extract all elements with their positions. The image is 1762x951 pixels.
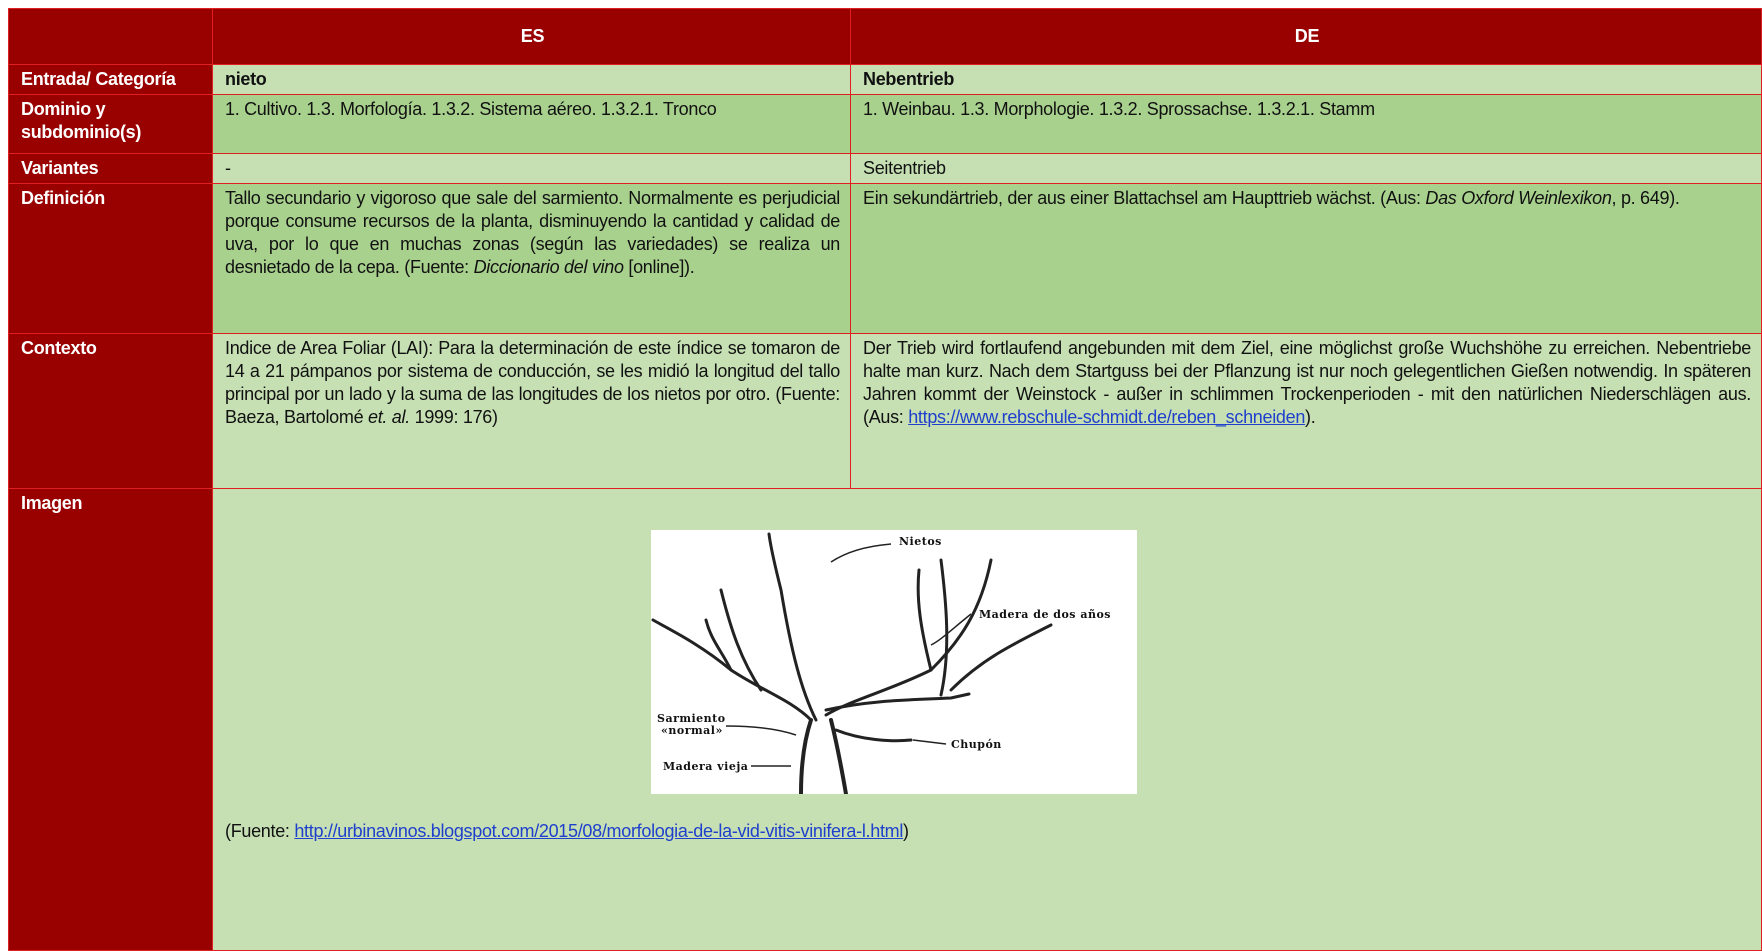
cell-de: Seitentrieb	[850, 153, 1762, 184]
cell-es: nieto	[212, 64, 851, 95]
cell-text: Tallo secundario y vigoroso que sale del…	[225, 188, 840, 277]
source-text: )	[903, 821, 909, 841]
image-label: Madera de dos años	[979, 608, 1111, 621]
cell-text: , p. 649).	[1611, 188, 1680, 208]
row-label: Entrada/ Categoría	[8, 64, 213, 95]
cell-text: Der Trieb wird fortlaufend angebunden mi…	[863, 338, 1751, 427]
source-link[interactable]: http://urbinavinos.blogspot.com/2015/08/…	[294, 821, 904, 841]
image-row: Imagen Nietos Madera de dos años Sarmien…	[8, 488, 1762, 951]
link[interactable]: https://www.rebschule-schmidt.de/reben_s…	[908, 407, 1306, 427]
cell-de: Ein sekundärtrieb, der aus einer Blattac…	[850, 183, 1762, 334]
row-label: Imagen	[8, 488, 213, 951]
image-background	[651, 530, 1137, 794]
cell-de: Nebentrieb	[850, 64, 1762, 95]
cell-text: Indice de Area Foliar (LAI): Para la det…	[225, 338, 840, 427]
row-label: Dominio y subdominio(s)	[8, 94, 213, 154]
term-table: ES DE Entrada/ Categoría nieto Nebentrie…	[8, 8, 1762, 951]
cell-de: Der Trieb wird fortlaufend angebunden mi…	[850, 333, 1762, 489]
header-row: ES DE	[8, 8, 1762, 65]
header-de: DE	[850, 8, 1762, 65]
image-label: Madera vieja	[663, 760, 748, 773]
header-es: ES	[212, 8, 851, 65]
image-cell: Nietos Madera de dos años Sarmiento «nor…	[212, 488, 1762, 951]
cell-text: nieto	[225, 69, 267, 89]
cell-text: Nebentrieb	[863, 69, 955, 89]
image-label: «normal»	[661, 724, 723, 737]
row: Dominio y subdominio(s) 1. Cultivo. 1.3.…	[8, 94, 1762, 154]
cell-text: -	[225, 158, 231, 178]
cell-text: Seitentrieb	[863, 158, 946, 178]
cell-es: Indice de Area Foliar (LAI): Para la det…	[212, 333, 851, 489]
row: Contexto Indice de Area Foliar (LAI): Pa…	[8, 333, 1762, 489]
cell-es: 1. Cultivo. 1.3. Morfología. 1.3.2. Sist…	[212, 94, 851, 154]
row: Entrada/ Categoría nieto Nebentrieb	[8, 64, 1762, 95]
image-source: (Fuente: http://urbinavinos.blogspot.com…	[225, 820, 1751, 843]
cell-es: Tallo secundario y vigoroso que sale del…	[212, 183, 851, 334]
cell-text: Ein sekundärtrieb, der aus einer Blattac…	[863, 188, 1426, 208]
cell-es: -	[212, 153, 851, 184]
cell-italic: et. al.	[367, 407, 410, 427]
cell-de: 1. Weinbau. 1.3. Morphologie. 1.3.2. Spr…	[850, 94, 1762, 154]
vine-drawing	[651, 532, 1053, 794]
corner-cell	[8, 8, 213, 65]
cell-text: 1. Cultivo. 1.3. Morfología. 1.3.2. Sist…	[225, 99, 717, 119]
image-label: Sarmiento	[657, 712, 726, 725]
row-label: Contexto	[8, 333, 213, 489]
label-arrows	[725, 543, 972, 767]
cell-text: ).	[1305, 407, 1316, 427]
image-label: Chupón	[951, 738, 1002, 751]
row-label: Definición	[8, 183, 213, 334]
source-text: (Fuente:	[225, 821, 295, 841]
cell-italic: Das Oxford Weinlexikon	[1425, 188, 1612, 208]
cell-text: 1999: 176)	[409, 407, 498, 427]
row-label: Variantes	[8, 153, 213, 184]
image-label: Nietos	[899, 535, 942, 548]
cell-text: [online]).	[623, 257, 695, 277]
row: Variantes - Seitentrieb	[8, 153, 1762, 184]
row: Definición Tallo secundario y vigoroso q…	[8, 183, 1762, 334]
cell-text: 1. Weinbau. 1.3. Morphologie. 1.3.2. Spr…	[863, 99, 1375, 119]
cell-italic: Diccionario del vino	[473, 257, 624, 277]
vine-illustration: Nietos Madera de dos años Sarmiento «nor…	[651, 530, 1137, 794]
